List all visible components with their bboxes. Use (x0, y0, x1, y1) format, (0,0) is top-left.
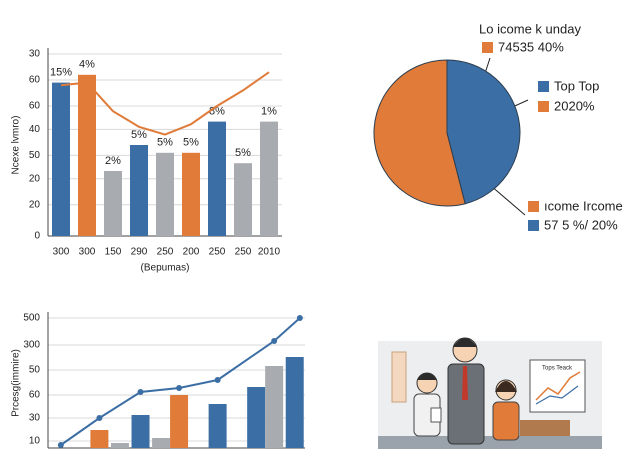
legend-label: 57 5 %/ 20% (544, 217, 618, 232)
wall-chart (391, 351, 407, 403)
annotation: 5% (235, 147, 251, 159)
pie-slice (446, 59, 521, 205)
x-tick-label: 200 (183, 247, 200, 258)
y-tick-label: 60 (29, 101, 41, 112)
legend-label: 2020% (554, 98, 595, 113)
y-tick-label: 60 (29, 75, 41, 86)
bar (260, 121, 278, 236)
x-tick-label: 290 (131, 247, 148, 258)
bar (247, 387, 266, 448)
y-tick-label: 30 (29, 49, 41, 60)
annotation: 5% (131, 129, 147, 141)
bar (131, 415, 150, 448)
y-tick-label: 300 (23, 340, 40, 351)
annotation: 2% (105, 155, 121, 167)
bar (265, 366, 284, 448)
whiteboard (529, 359, 586, 413)
annotation: 4% (79, 59, 95, 71)
pie-title: Lo icome k unday (479, 21, 581, 36)
x-tick-label: 2010 (258, 247, 281, 258)
y-tick-label: 20 (29, 173, 41, 184)
line-point (271, 338, 278, 344)
annotation: 8% (209, 106, 225, 118)
illustration: Tops Teack (378, 337, 602, 449)
y-axis-label: Ncexe lvmro) (11, 116, 22, 175)
girl-hair (495, 381, 517, 392)
bar (156, 152, 174, 236)
bar (130, 145, 148, 236)
legend-swatch (528, 201, 539, 212)
y-tick-label: 60 (29, 390, 41, 401)
line-point (176, 385, 183, 391)
bar (78, 74, 96, 236)
legend-label: Top Top (554, 78, 599, 93)
y-tick-label: 50 (29, 365, 41, 376)
child-hair (417, 373, 437, 380)
pie-slice (373, 59, 466, 207)
y-tick-label: 40 (29, 124, 41, 135)
legend-swatch (482, 42, 493, 53)
line-point (96, 415, 103, 421)
y-tick-label: 20 (29, 199, 41, 210)
paper (430, 407, 442, 423)
annotation: 5% (183, 137, 199, 149)
man-body (447, 363, 485, 445)
bar (104, 171, 122, 236)
board-line (535, 371, 581, 401)
annotation: 5% (157, 137, 173, 149)
annotation: 1% (261, 106, 277, 118)
y-axis-label: Prcesg(immire) (11, 349, 22, 417)
line (60, 71, 270, 136)
y-tick-label: 10 (29, 436, 41, 447)
bar (152, 438, 171, 448)
girl-body (492, 401, 520, 441)
x-tick-label: 150 (105, 247, 122, 258)
man-hair (453, 338, 477, 347)
line-point (137, 389, 144, 395)
line-point (296, 315, 303, 321)
bar (208, 121, 226, 236)
x-tick-label: 250 (209, 247, 226, 258)
x-axis-label: (Bepumas) (141, 263, 190, 274)
legend-label: ıcome Irсome (544, 198, 623, 213)
x-tick-label: 250 (235, 247, 252, 258)
bar (234, 163, 252, 236)
y-tick-label: 0 (34, 231, 40, 242)
legend-swatch (528, 220, 539, 231)
line-point (214, 377, 221, 383)
tie (462, 366, 468, 400)
legend-swatch (538, 101, 549, 112)
x-tick-label: 300 (79, 247, 96, 258)
bar (90, 430, 109, 448)
line-point (57, 442, 64, 448)
y-tick-label: 30 (29, 413, 41, 424)
annotation: 15% (50, 67, 72, 79)
legend-swatch (538, 81, 549, 92)
floor (378, 436, 602, 449)
bar (285, 357, 304, 448)
x-tick-label: 300 (53, 247, 70, 258)
bar (170, 395, 189, 448)
y-tick-label: 500 (23, 313, 40, 324)
bar (182, 152, 200, 236)
legend-label: 74535 40% (498, 39, 564, 54)
desk (520, 420, 570, 436)
board-title: Tops Teack (542, 366, 573, 372)
leader-line (489, 184, 526, 216)
bar (208, 404, 227, 448)
board-line (535, 385, 579, 405)
bar (52, 82, 70, 236)
y-tick-label: 50 (29, 150, 41, 161)
x-tick-label: 250 (157, 247, 174, 258)
bar (110, 443, 129, 448)
